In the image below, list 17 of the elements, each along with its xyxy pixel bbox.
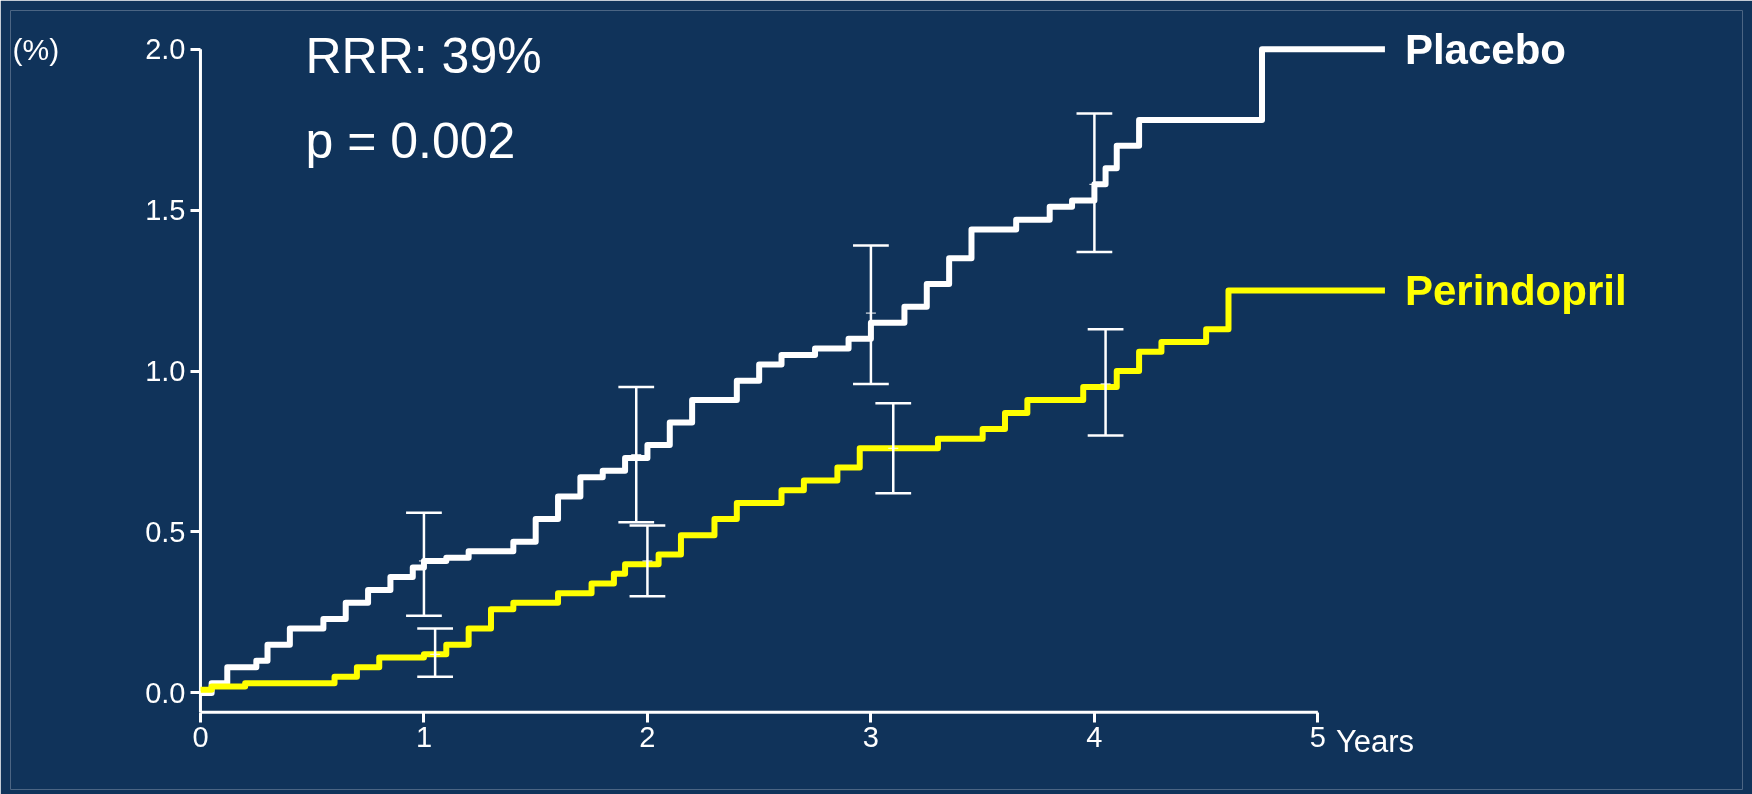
- y-tick-label: 1.5: [145, 194, 186, 227]
- annotation: RRR: 39%: [305, 27, 542, 84]
- annotation: p = 0.002: [305, 112, 516, 169]
- x-tick-label: 2: [639, 721, 656, 754]
- y-tick-label: 0.5: [145, 515, 186, 548]
- x-tick-label: 3: [862, 721, 879, 754]
- series-label: Perindopril: [1404, 267, 1627, 315]
- y-tick-label: 1.0: [145, 355, 186, 388]
- x-axis-title: Years: [1335, 724, 1415, 760]
- x-tick-label: 5: [1309, 721, 1326, 754]
- y-tick-label: 2.0: [145, 33, 186, 66]
- y-axis-title: (%): [12, 32, 60, 66]
- x-tick-label: 0: [192, 721, 209, 754]
- x-tick-label: 4: [1086, 721, 1103, 754]
- series-label: Placebo: [1404, 25, 1566, 73]
- x-tick-label: 1: [415, 721, 433, 754]
- y-tick-label: 0.0: [145, 676, 186, 709]
